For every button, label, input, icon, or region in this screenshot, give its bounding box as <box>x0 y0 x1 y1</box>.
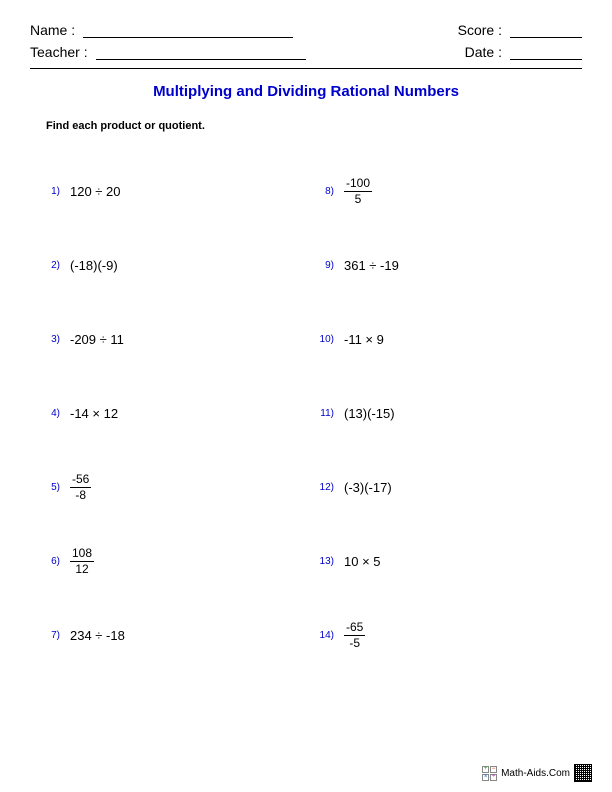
fraction-numerator: 108 <box>70 547 94 560</box>
problem-number: 7) <box>34 630 60 641</box>
name-blank[interactable] <box>83 24 293 38</box>
qr-icon <box>574 764 592 782</box>
problem-expression: 234 ÷ -18 <box>70 628 125 643</box>
fraction-numerator: -65 <box>344 621 365 634</box>
name-field: Name : <box>30 22 293 38</box>
date-blank[interactable] <box>510 46 582 60</box>
ops-icon: +−×÷ <box>482 766 497 781</box>
teacher-blank[interactable] <box>96 46 306 60</box>
fraction-denominator: 12 <box>73 563 90 576</box>
problem-number: 6) <box>34 556 60 567</box>
problem: 9) 361 ÷ -19 <box>308 228 582 302</box>
problem-number: 14) <box>308 630 334 641</box>
problem-expression: 120 ÷ 20 <box>70 184 121 199</box>
problem-expression: -11 × 9 <box>344 332 384 347</box>
fraction: -65-5 <box>344 621 365 649</box>
problem-expression: 10 × 5 <box>344 554 381 569</box>
problem-number: 10) <box>308 334 334 345</box>
problem-number: 1) <box>34 186 60 197</box>
problem-number: 2) <box>34 260 60 271</box>
problem: 5)-56-8 <box>34 450 308 524</box>
teacher-label: Teacher : <box>30 44 88 60</box>
header-row-2: Teacher : Date : <box>30 44 582 60</box>
header-divider <box>30 68 582 69</box>
worksheet-title: Multiplying and Dividing Rational Number… <box>30 83 582 100</box>
fraction-numerator: -100 <box>344 177 372 190</box>
fraction: 10812 <box>70 547 94 575</box>
problem: 10) -11 × 9 <box>308 302 582 376</box>
fraction-numerator: -56 <box>70 473 91 486</box>
date-label: Date : <box>465 44 502 60</box>
teacher-field: Teacher : <box>30 44 306 60</box>
problem-expression: -209 ÷ 11 <box>70 332 124 347</box>
fraction: -100 5 <box>344 177 372 205</box>
instructions: Find each product or quotient. <box>46 120 582 132</box>
problem: 8) -100 5 <box>308 154 582 228</box>
problem-number: 4) <box>34 408 60 419</box>
problem-number: 12) <box>308 482 334 493</box>
problem-expression: (13)(-15) <box>344 406 395 421</box>
problem: 14)-65-5 <box>308 598 582 672</box>
problem: 12) (-3)(-17) <box>308 450 582 524</box>
footer: +−×÷ Math-Aids.Com <box>482 764 592 782</box>
score-label: Score : <box>458 22 502 38</box>
problem: 11) (13)(-15) <box>308 376 582 450</box>
problem: 4) -14 × 12 <box>34 376 308 450</box>
score-blank[interactable] <box>510 24 582 38</box>
footer-site: Math-Aids.Com <box>501 768 570 779</box>
problem: 13) 10 × 5 <box>308 524 582 598</box>
problem: 1) 120 ÷ 20 <box>34 154 308 228</box>
problem-expression: (-3)(-17) <box>344 480 392 495</box>
problem-number: 3) <box>34 334 60 345</box>
problem-number: 9) <box>308 260 334 271</box>
problem-expression: -65-5 <box>344 621 365 649</box>
score-field: Score : <box>458 22 582 38</box>
name-label: Name : <box>30 22 75 38</box>
problem-expression: -14 × 12 <box>70 406 118 421</box>
problem: 3) -209 ÷ 11 <box>34 302 308 376</box>
fraction-denominator: 5 <box>353 193 364 206</box>
date-field: Date : <box>465 44 582 60</box>
problem-number: 5) <box>34 482 60 493</box>
fraction-denominator: -5 <box>347 637 362 650</box>
header-row-1: Name : Score : <box>30 22 582 38</box>
problem: 6)10812 <box>34 524 308 598</box>
problem-expression: 10812 <box>70 547 94 575</box>
problem: 2) (-18)(-9) <box>34 228 308 302</box>
fraction-denominator: -8 <box>73 489 88 502</box>
problem-expression: 361 ÷ -19 <box>344 258 399 273</box>
problem-number: 8) <box>308 186 334 197</box>
problems-grid: 1) 120 ÷ 20 8) -100 5 2) (-18)(-9) 9) 361 ÷ -19 3… <box>30 154 582 672</box>
problem: 7) 234 ÷ -18 <box>34 598 308 672</box>
problem-expression: -100 5 <box>344 177 372 205</box>
problem-number: 11) <box>308 408 334 419</box>
problem-expression: (-18)(-9) <box>70 258 118 273</box>
worksheet-header: Name : Score : Teacher : Date : <box>30 22 582 60</box>
problem-expression: -56-8 <box>70 473 91 501</box>
problem-number: 13) <box>308 556 334 567</box>
fraction: -56-8 <box>70 473 91 501</box>
